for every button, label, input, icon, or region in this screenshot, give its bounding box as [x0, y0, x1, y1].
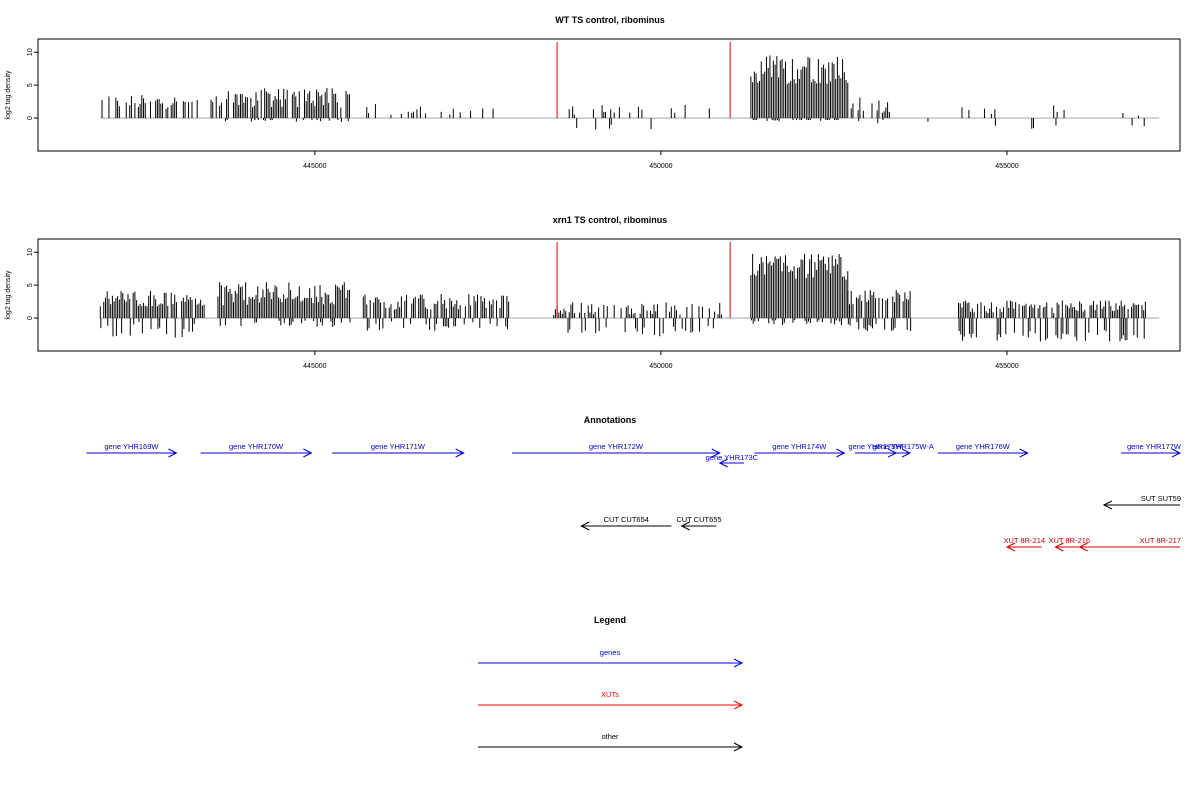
legend-item: other: [478, 732, 744, 752]
feature-label: gene YHR171W: [371, 442, 426, 451]
legend-items: genes XUTs other: [478, 648, 744, 752]
feature-label: CUT CUT654: [604, 515, 649, 524]
xrn1-y-tick-label: 5: [27, 283, 34, 287]
feature-arrowhead: [168, 448, 178, 458]
wt-x-tick-label: 445000: [303, 163, 326, 170]
feature-arrowhead: [1102, 500, 1113, 510]
feature-label: XUT 8R-216: [1048, 536, 1090, 545]
annotation-feature: gene YHR173C: [706, 453, 759, 468]
legend-label: genes: [600, 648, 621, 657]
xrn1-coverage-panel: xrn1 TS control, ribominus log2 tag dens…: [5, 215, 1181, 370]
legend-item: XUTs: [478, 690, 744, 710]
feature-arrowhead: [718, 458, 728, 468]
feature-arrowhead: [711, 448, 721, 458]
annotation-feature: gene YHR177W: [1121, 442, 1182, 458]
annotation-feature: gene YHR176W: [937, 442, 1029, 458]
wt-bars: [100, 42, 1160, 130]
legend-arrowhead: [733, 700, 744, 710]
feature-label: XUT 8R-217: [1139, 536, 1181, 545]
annotation-feature: gene YHR170W: [200, 442, 313, 458]
legend-item: genes: [478, 648, 744, 668]
xrn1-y-axis-label: log2 tag density: [5, 270, 12, 320]
feature-label: SUT SUT59: [1141, 494, 1181, 503]
feature-arrowhead: [455, 448, 465, 458]
annotation-feature: SUT SUT59: [1102, 494, 1181, 510]
annotations-track: Annotations gene YHR169W gene YHR170W gene…: [86, 415, 1182, 552]
annotation-feature: gene YHR171W: [332, 442, 465, 458]
annotation-features: gene YHR169W gene YHR170W gene YHR171W gene…: [86, 442, 1182, 552]
feature-arrowhead: [580, 521, 590, 531]
feature-arrowhead: [680, 521, 690, 531]
annotation-feature: CUT CUT655: [676, 515, 722, 531]
feature-label: gene YHR175W-A: [872, 442, 933, 451]
feature-arrowhead: [1171, 448, 1182, 458]
xrn1-axes: 0 5 10 445000 450000 455000: [27, 248, 1019, 370]
legend-label: other: [601, 732, 619, 741]
xrn1-y-tick-label: 0: [27, 316, 34, 320]
legend-arrowhead: [733, 742, 744, 752]
feature-arrowhead: [1078, 542, 1088, 552]
feature-label: gene YHR177W: [1127, 442, 1182, 451]
xrn1-bars: [99, 242, 1160, 342]
annotation-feature: XUT 8R-216: [1048, 536, 1090, 552]
legend-title: Legend: [594, 615, 626, 625]
annotation-feature: gene YHR174W: [754, 442, 846, 458]
annotation-feature: gene YHR172W: [512, 442, 721, 458]
legend-arrowhead: [733, 658, 744, 668]
annotation-feature: XUT 8R-214: [1003, 536, 1045, 552]
feature-label: gene YHR172W: [589, 442, 644, 451]
wt-y-tick-label: 0: [27, 116, 34, 120]
wt-axes: 0 5 10 445000 450000 455000: [27, 48, 1019, 170]
feature-arrowhead: [303, 448, 313, 458]
feature-label: gene YHR175W: [848, 442, 903, 451]
xrn1-x-tick-label: 445000: [303, 363, 326, 370]
xrn1-y-tick-label: 10: [27, 248, 34, 256]
feature-arrowhead: [1054, 542, 1064, 552]
feature-label: XUT 8R-214: [1003, 536, 1045, 545]
xrn1-plot-frame: [37, 238, 1181, 352]
xrn1-panel-title: xrn1 TS control, ribominus: [553, 215, 668, 225]
legend: Legend genes XUTs other: [478, 615, 744, 752]
annotation-feature: gene YHR169W: [86, 442, 178, 458]
annotations-title: Annotations: [584, 415, 637, 425]
feature-arrowhead: [901, 448, 912, 458]
feature-arrowhead: [836, 448, 846, 458]
wt-y-tick-label: 5: [27, 83, 34, 87]
wt-x-tick-label: 455000: [995, 163, 1018, 170]
xrn1-x-tick-label: 450000: [649, 363, 672, 370]
wt-plot-frame: [37, 38, 1181, 152]
legend-label: XUTs: [601, 690, 619, 699]
feature-label: gene YHR176W: [956, 442, 1011, 451]
wt-y-tick-label: 10: [27, 48, 34, 56]
annotation-feature: gene YHR175W-A: [872, 442, 934, 458]
feature-arrowhead: [1005, 542, 1016, 552]
feature-label: gene YHR169W: [104, 442, 159, 451]
feature-label: gene YHR170W: [229, 442, 284, 451]
feature-arrowhead: [1019, 448, 1029, 458]
annotation-feature: CUT CUT654: [580, 515, 672, 531]
annotation-feature: XUT 8R-217: [1078, 536, 1181, 552]
wt-x-tick-label: 450000: [649, 163, 672, 170]
wt-coverage-panel: WT TS control, ribominus log2 tag densit…: [5, 15, 1181, 170]
wt-panel-title: WT TS control, ribominus: [555, 15, 665, 25]
feature-label: CUT CUT655: [676, 515, 721, 524]
wt-y-axis-label: log2 tag density: [5, 70, 12, 120]
xrn1-x-tick-label: 455000: [995, 363, 1018, 370]
feature-label: gene YHR174W: [772, 442, 827, 451]
feature-label: gene YHR173C: [706, 453, 759, 462]
